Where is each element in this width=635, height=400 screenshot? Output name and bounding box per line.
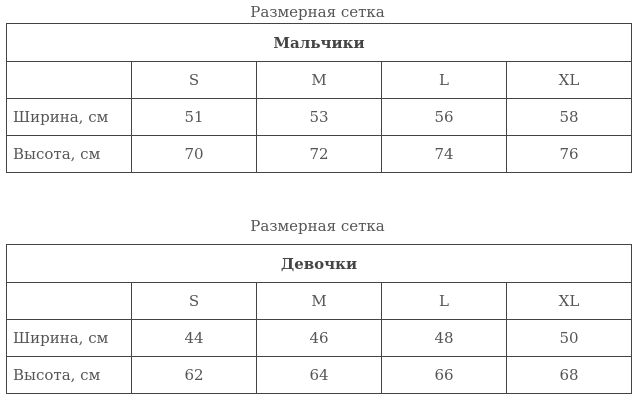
size-table-1: Девочки S M L XL Ширина, см 44 46 48 50 Высота, см… [6, 244, 632, 394]
value-cell: 48 [381, 319, 507, 357]
table-row: Ширина, см 51 53 56 58 [6, 98, 632, 136]
value-cell: 62 [131, 356, 257, 394]
row-label: Высота, см [6, 356, 132, 394]
value-cell: 64 [256, 356, 382, 394]
group-title: Мальчики [6, 23, 632, 62]
group-title: Девочки [6, 244, 632, 283]
row-label: Ширина, см [6, 98, 132, 136]
size-header: XL [506, 61, 632, 99]
row-label: Высота, см [6, 135, 132, 173]
table-row: Высота, см 70 72 74 76 [6, 135, 632, 173]
value-cell: 76 [506, 135, 632, 173]
empty-cell [6, 61, 132, 99]
size-header: S [131, 61, 257, 99]
value-cell: 58 [506, 98, 632, 136]
table-caption: Размерная сетка [250, 3, 385, 21]
value-cell: 74 [381, 135, 507, 173]
sizes-row: S M L XL [6, 282, 632, 320]
value-cell: 66 [381, 356, 507, 394]
table-caption: Размерная сетка [250, 217, 385, 235]
value-cell: 44 [131, 319, 257, 357]
size-table-0: Мальчики S M L XL Ширина, см 51 53 56 58 Высота, с… [6, 23, 632, 173]
size-header: L [381, 61, 507, 99]
group-header-row: Девочки [6, 244, 632, 283]
size-header: L [381, 282, 507, 320]
value-cell: 50 [506, 319, 632, 357]
value-cell: 56 [381, 98, 507, 136]
value-cell: 53 [256, 98, 382, 136]
value-cell: 68 [506, 356, 632, 394]
table-row: Высота, см 62 64 66 68 [6, 356, 632, 394]
value-cell: 51 [131, 98, 257, 136]
size-header: M [256, 282, 382, 320]
empty-cell [6, 282, 132, 320]
group-header-row: Мальчики [6, 23, 632, 62]
table-row: Ширина, см 44 46 48 50 [6, 319, 632, 357]
size-header: XL [506, 282, 632, 320]
row-label: Ширина, см [6, 319, 132, 357]
value-cell: 72 [256, 135, 382, 173]
value-cell: 70 [131, 135, 257, 173]
size-header: S [131, 282, 257, 320]
value-cell: 46 [256, 319, 382, 357]
sizes-row: S M L XL [6, 61, 632, 99]
size-header: M [256, 61, 382, 99]
